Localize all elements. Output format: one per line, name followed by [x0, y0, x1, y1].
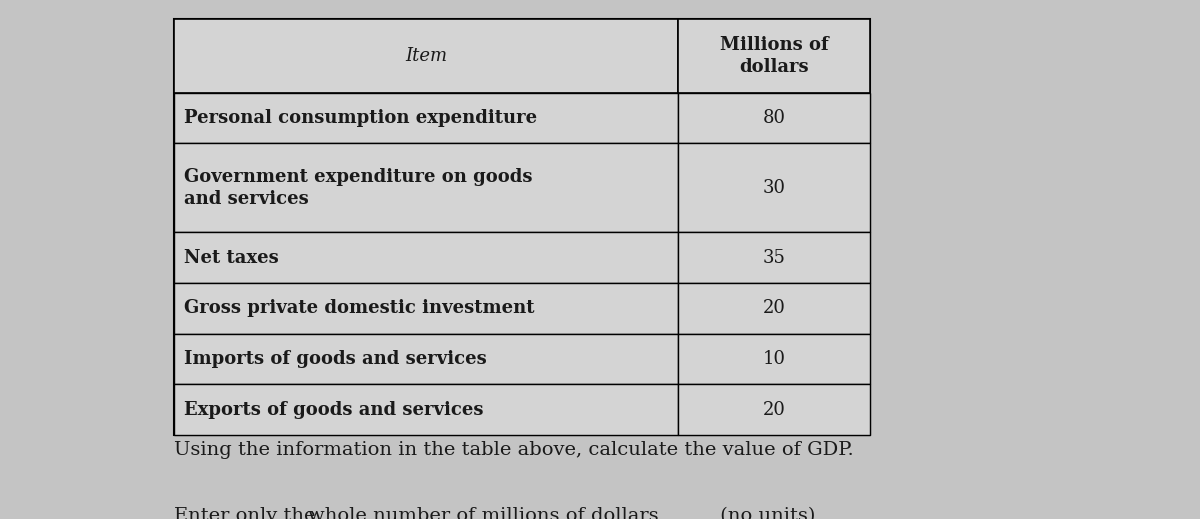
Text: Net taxes: Net taxes	[184, 249, 278, 267]
Text: Imports of goods and services: Imports of goods and services	[184, 350, 486, 368]
Text: 20: 20	[762, 299, 786, 317]
Text: Enter only the: Enter only the	[174, 507, 322, 519]
Text: 80: 80	[762, 109, 786, 127]
Text: whole number of millions of dollars: whole number of millions of dollars	[308, 507, 659, 519]
Text: Personal consumption expenditure: Personal consumption expenditure	[184, 109, 536, 127]
Text: (no units): (no units)	[714, 507, 815, 519]
Text: 10: 10	[762, 350, 786, 368]
Text: Gross private domestic investment: Gross private domestic investment	[184, 299, 534, 317]
Text: 35: 35	[762, 249, 786, 267]
Text: 30: 30	[762, 179, 786, 197]
Text: Millions of
dollars: Millions of dollars	[720, 36, 828, 76]
Text: 20: 20	[762, 401, 786, 418]
Text: Item: Item	[404, 47, 448, 65]
Text: Using the information in the table above, calculate the value of GDP.: Using the information in the table above…	[174, 441, 853, 459]
Text: Government expenditure on goods
and services: Government expenditure on goods and serv…	[184, 168, 532, 208]
Text: Exports of goods and services: Exports of goods and services	[184, 401, 484, 418]
